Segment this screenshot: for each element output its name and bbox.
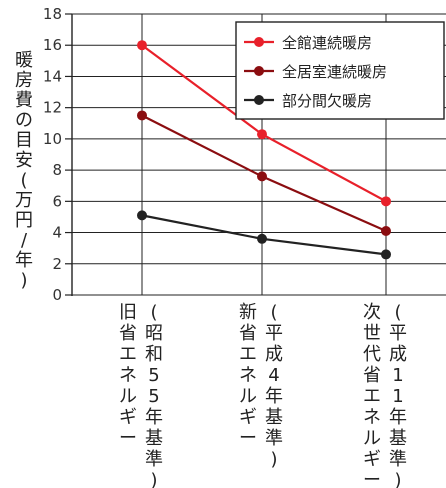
category-label-char: 旧 — [119, 302, 137, 323]
category-label-char: 省 — [119, 323, 137, 344]
category-label-char: ル — [363, 428, 381, 449]
category-label-char: ル — [239, 386, 257, 407]
category-sublabel-char: ) — [270, 449, 277, 470]
y-axis-label-char: 目 — [15, 130, 33, 151]
y-tick-label: 18 — [43, 5, 62, 23]
category-sublabel-char: 4 — [268, 365, 279, 386]
category-label-char: ネ — [119, 365, 137, 386]
legend-label: 全館連続暖房 — [282, 34, 372, 52]
data-point — [257, 171, 267, 182]
category-sublabel-char: ) — [394, 470, 401, 488]
x-axis-labels: 旧省エネルギー(昭和55年基準)新省エネルギー(平成4年基準)次世代省エネルギー… — [119, 302, 407, 488]
category-sublabel-char: ( — [394, 302, 401, 323]
category-label-char: エ — [239, 344, 257, 365]
y-axis-label-char: 万 — [15, 190, 33, 211]
legend-marker — [254, 95, 264, 105]
y-axis-label-char: 安 — [15, 150, 33, 171]
series-layer — [137, 40, 391, 260]
data-point — [137, 210, 147, 221]
category-sublabel-char: 成 — [389, 344, 407, 365]
category-sublabel-char: 平 — [265, 323, 283, 344]
axis-layer: 0 2 4 6 8 10 12 14 16 18 — [43, 5, 73, 304]
category-sublabel-char: 年 — [145, 407, 163, 428]
data-point — [381, 225, 391, 236]
data-point — [381, 196, 391, 207]
category-sublabel-char: 基 — [265, 407, 283, 428]
y-tick-label: 4 — [52, 224, 62, 242]
y-axis-label-char: / — [21, 230, 28, 251]
category-sublabel-char: 成 — [265, 344, 283, 365]
category-label-char: 省 — [239, 323, 257, 344]
category-label-char: ギ — [119, 407, 137, 428]
category-sublabel-char: 和 — [145, 344, 163, 365]
category-sublabel-char: 5 — [148, 386, 159, 407]
category-label-char: エ — [363, 386, 381, 407]
category-sublabel-char: 昭 — [145, 323, 163, 344]
category-label-char: ル — [119, 386, 137, 407]
category-sublabel-char: ( — [150, 302, 157, 323]
y-axis-label-char: ) — [20, 270, 27, 291]
y-axis-label-char: 暖 — [15, 50, 33, 71]
legend-label: 全居室連続暖房 — [282, 63, 387, 81]
category-sublabel-char: 年 — [389, 407, 407, 428]
data-point — [137, 40, 147, 51]
y-axis-label-char: 年 — [15, 250, 33, 271]
y-axis-label-char: 円 — [15, 210, 33, 231]
legend-marker — [254, 37, 264, 47]
category-label-char: ギ — [363, 449, 381, 470]
y-tick-label: 0 — [52, 286, 62, 304]
legend-label: 部分間欠暖房 — [282, 92, 372, 110]
category-label-char: ー — [239, 428, 257, 449]
category-label-char: ネ — [363, 407, 381, 428]
y-axis-label-char: の — [15, 110, 33, 131]
data-point — [137, 110, 147, 121]
category-label-char: ネ — [239, 365, 257, 386]
category-label-char: 代 — [363, 344, 381, 365]
category-sublabel-char: 1 — [392, 386, 403, 407]
y-tick-label: 2 — [52, 255, 62, 273]
category-sublabel-char: ( — [270, 302, 277, 323]
y-tick-label: 16 — [43, 36, 62, 54]
category-label-char: 省 — [363, 365, 381, 386]
y-axis-label-char: 房 — [15, 70, 33, 91]
category-label-char: 世 — [363, 323, 381, 344]
y-tick-label: 8 — [52, 161, 62, 179]
legend-marker — [254, 66, 264, 76]
y-tick-label: 10 — [43, 130, 62, 148]
category-sublabel-char: 1 — [392, 365, 403, 386]
category-sublabel-char: 年 — [265, 386, 283, 407]
category-sublabel-char: 平 — [389, 323, 407, 344]
data-point — [381, 249, 391, 260]
category-label-char: ー — [119, 428, 137, 449]
grid-layer — [72, 13, 446, 296]
category-sublabel-char: 5 — [148, 365, 159, 386]
category-label-char: ギ — [239, 407, 257, 428]
category-label-char: 新 — [239, 302, 257, 323]
y-tick-label: 6 — [52, 192, 62, 210]
y-tick-label: 14 — [43, 67, 62, 85]
data-point — [257, 129, 267, 140]
y-axis-label-char: ( — [20, 170, 27, 191]
category-sublabel-char: 準 — [265, 428, 283, 449]
category-label-char: 次 — [363, 302, 381, 323]
category-sublabel-char: ) — [150, 470, 157, 488]
category-label-char: ー — [363, 470, 381, 488]
category-sublabel-char: 準 — [389, 449, 407, 470]
y-axis-label-char: 費 — [15, 90, 33, 111]
category-sublabel-char: 基 — [145, 428, 163, 449]
y-tick-label: 12 — [43, 99, 62, 117]
data-point — [257, 233, 267, 244]
category-label-char: エ — [119, 344, 137, 365]
category-sublabel-char: 準 — [145, 449, 163, 470]
category-sublabel-char: 基 — [389, 428, 407, 449]
